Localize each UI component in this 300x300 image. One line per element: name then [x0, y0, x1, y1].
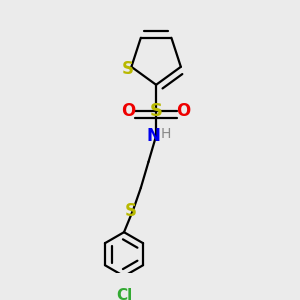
Text: S: S [122, 60, 134, 78]
Text: O: O [122, 102, 136, 120]
Text: N: N [147, 127, 160, 145]
Text: H: H [161, 127, 171, 141]
Text: S: S [150, 102, 163, 120]
Text: Cl: Cl [116, 288, 132, 300]
Text: O: O [176, 102, 191, 120]
Text: S: S [125, 202, 137, 220]
